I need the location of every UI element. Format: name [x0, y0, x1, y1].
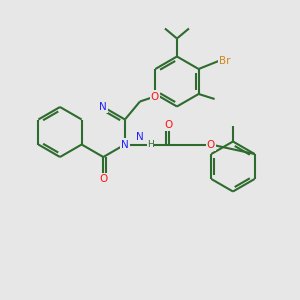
Text: N: N — [136, 133, 144, 142]
Text: Br: Br — [219, 56, 230, 66]
Text: O: O — [151, 92, 159, 101]
Text: O: O — [207, 140, 215, 149]
Text: N: N — [121, 140, 129, 149]
Text: N: N — [99, 102, 107, 112]
Text: O: O — [165, 119, 173, 130]
Text: O: O — [99, 174, 107, 184]
Text: H: H — [147, 140, 154, 149]
